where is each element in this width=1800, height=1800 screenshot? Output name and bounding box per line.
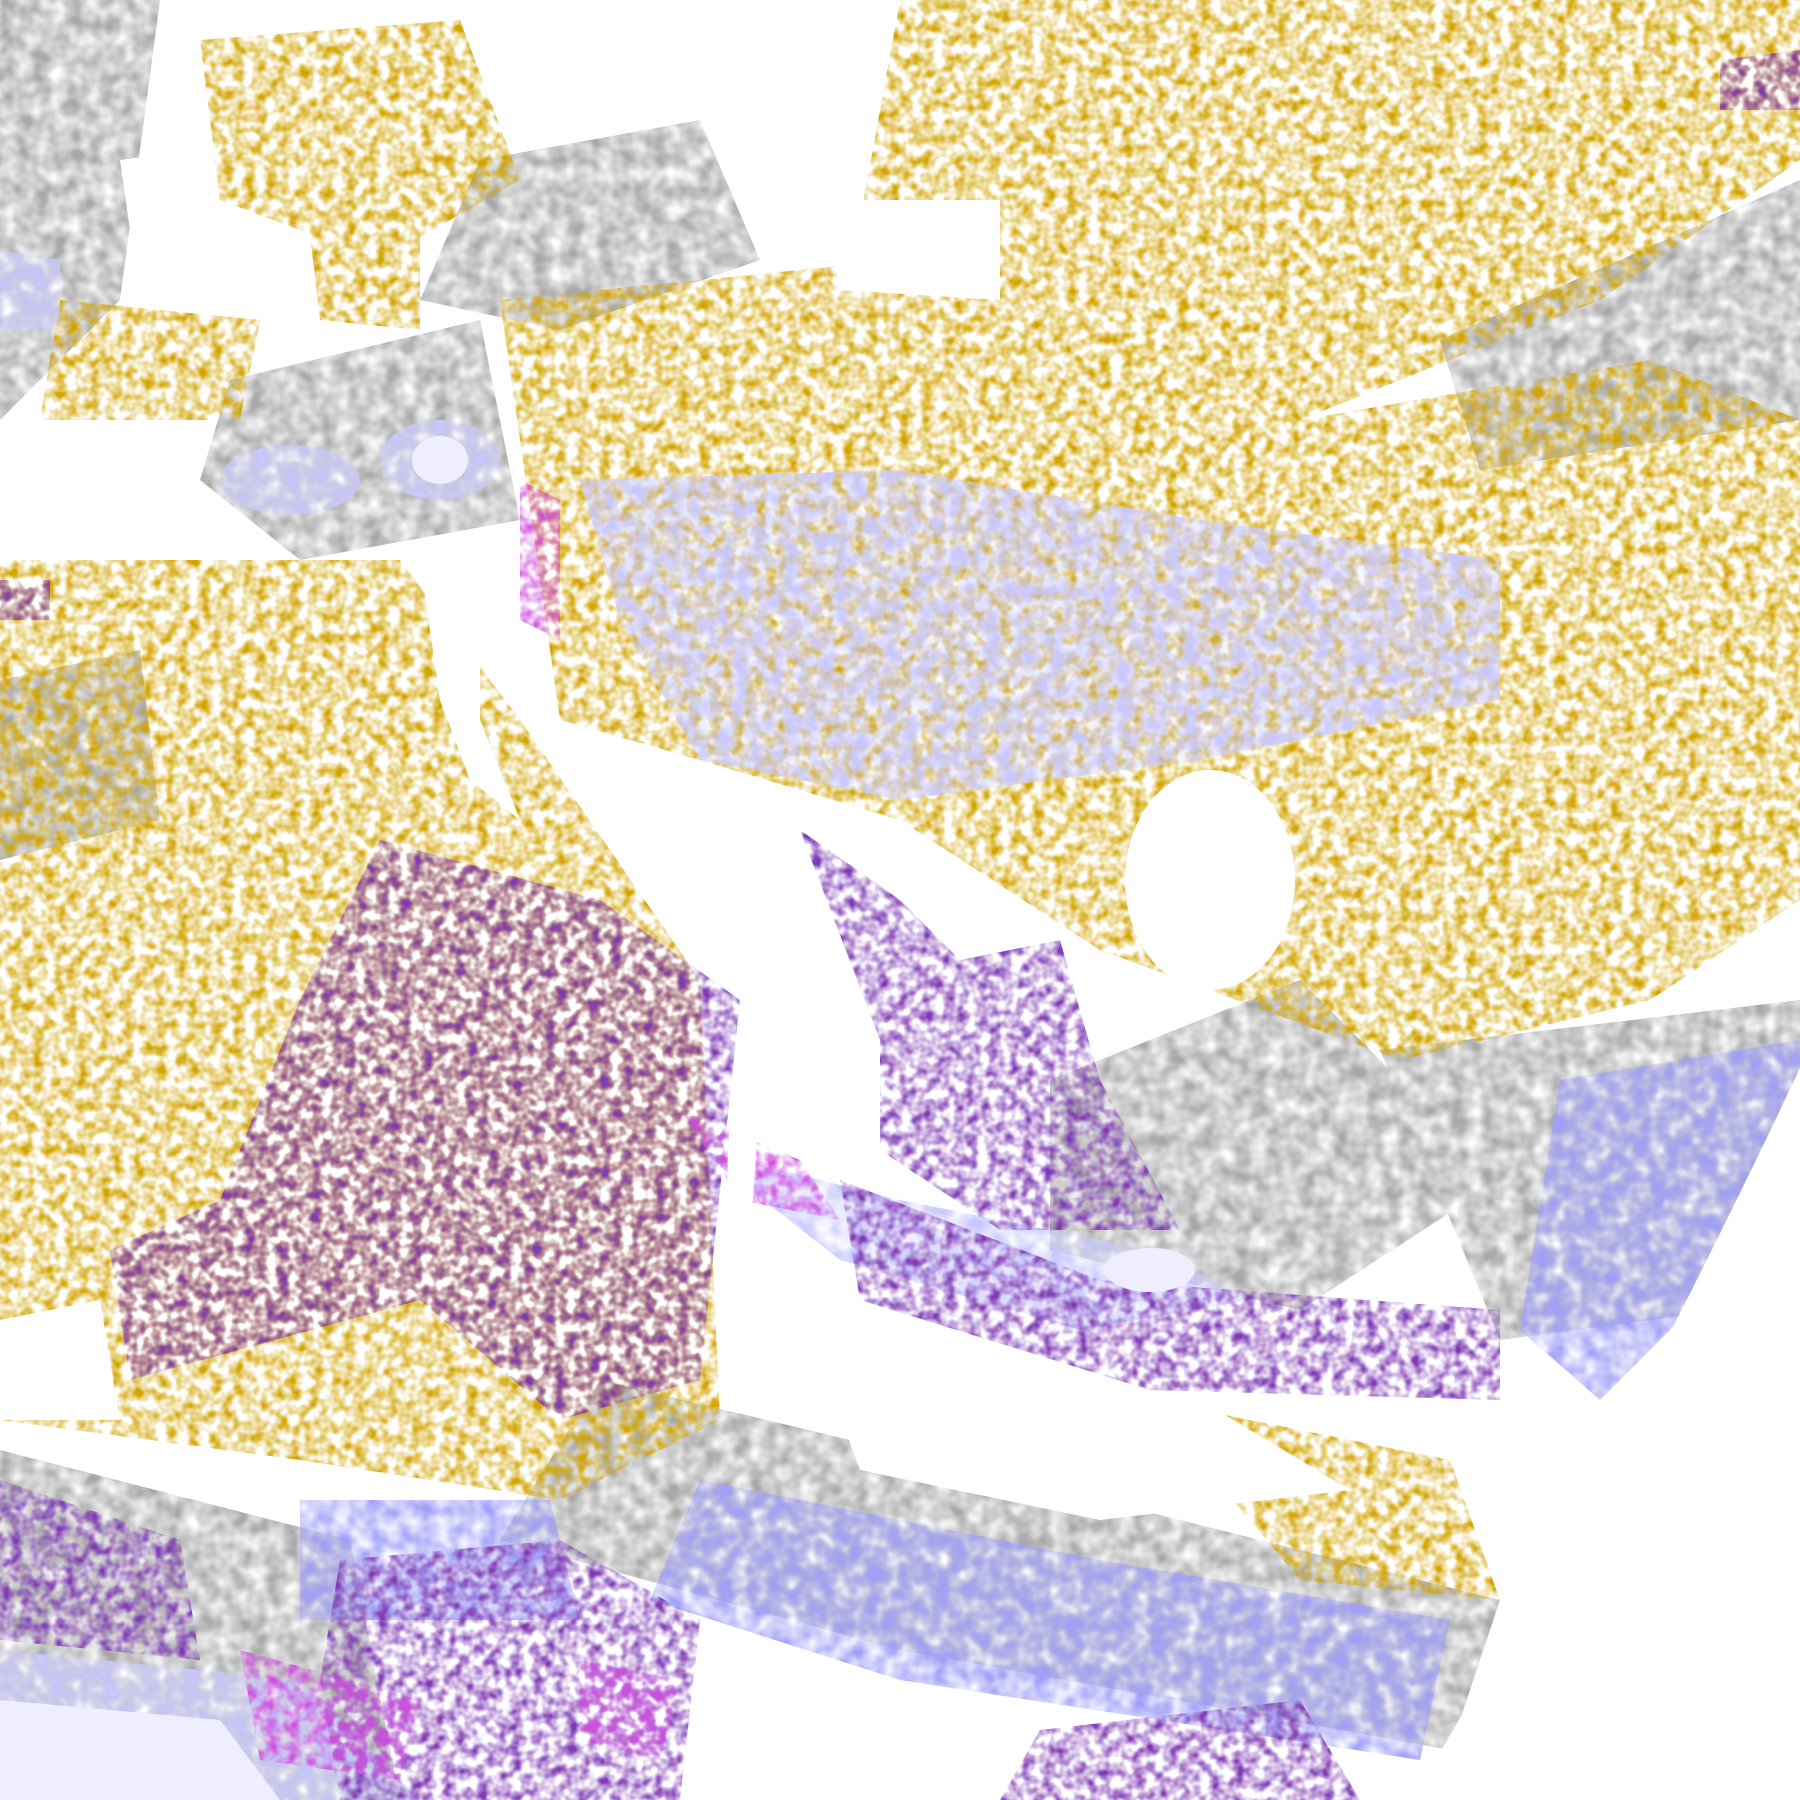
clear-sky-gaps: [0, 150, 1350, 1520]
magenta-cloud-layer: [240, 480, 840, 1780]
pale-cloud-cores: [0, 436, 1195, 1800]
